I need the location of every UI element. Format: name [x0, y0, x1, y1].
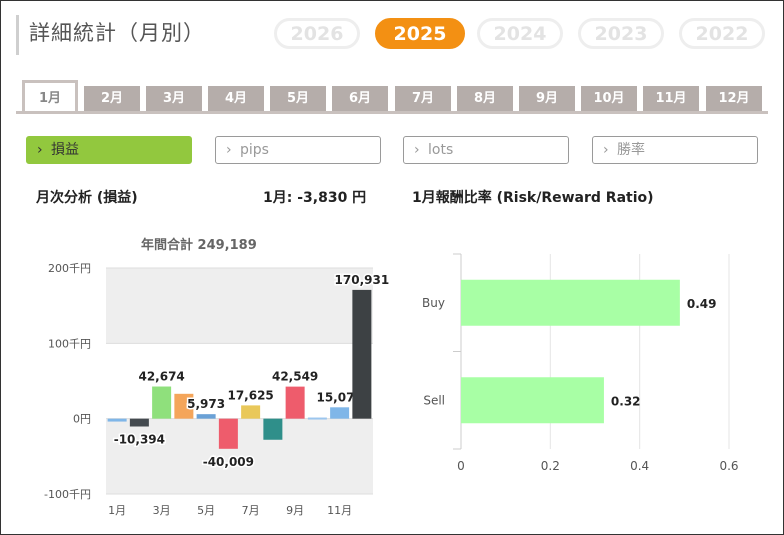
title-block: 詳細統計（月別） — [16, 15, 205, 55]
x-tick-label: 0.6 — [719, 459, 738, 473]
page-title: 詳細統計（月別） — [29, 21, 205, 45]
month-tab-10[interactable]: 10月 — [581, 86, 637, 111]
month-tab-6[interactable]: 6月 — [332, 86, 388, 111]
data-label: 42,549 — [272, 370, 318, 384]
filter-pips[interactable]: › pips — [215, 136, 381, 164]
data-label: 15,079 — [316, 390, 362, 404]
category-label: Sell — [423, 393, 445, 407]
chevron-right-icon: › — [603, 142, 609, 158]
data-label: 170,931 — [335, 273, 390, 287]
month-tab-3[interactable]: 3月 — [146, 86, 202, 111]
y-tick-label: -100千円 — [44, 488, 91, 501]
chevron-right-icon: › — [37, 142, 43, 158]
filter-label: 勝率 — [617, 142, 645, 158]
risk-reward-chart: 0 0.2 0.4 0.6 0.49 Buy 0.32 Sell — [422, 253, 739, 473]
bar-4月 — [174, 393, 194, 419]
x-tick-label: 1月 — [108, 504, 126, 517]
chevron-right-icon: › — [414, 142, 420, 158]
month-tab-12[interactable]: 12月 — [706, 86, 762, 111]
y-tick-label: 200千円 — [48, 262, 91, 275]
x-tick-label: 9月 — [286, 504, 304, 517]
bar-2月 — [129, 418, 149, 427]
monthly-analysis-title: 月次分析 (損益) — [36, 190, 138, 206]
plot-band-lower — [106, 418, 373, 494]
bar-9月 — [285, 386, 305, 419]
rr-ratio-title: 1月報酬比率 (Risk/Reward Ratio) — [412, 190, 654, 206]
data-label: -10,394 — [114, 432, 165, 446]
selected-month-value: 1月: -3,830 円 — [263, 190, 367, 206]
month-tab-8[interactable]: 8月 — [457, 86, 513, 111]
bar-10月 — [307, 417, 327, 420]
data-label: 0.32 — [611, 394, 641, 408]
month-tab-1[interactable]: 1月 — [22, 80, 78, 114]
filter-label: 損益 — [51, 142, 79, 158]
bar-6月 — [218, 418, 238, 449]
y-tick-label: 100千円 — [48, 337, 91, 350]
year-tab-2023[interactable]: 2023 — [578, 18, 664, 49]
plot-band-upper — [106, 268, 373, 344]
year-tab-2024[interactable]: 2024 — [477, 18, 563, 49]
filter-label: pips — [240, 142, 269, 158]
bar-3月 — [152, 386, 172, 419]
year-tab-2022[interactable]: 2022 — [679, 18, 765, 49]
x-tick-label: 0.4 — [630, 459, 649, 473]
x-tick-label: 0 — [457, 459, 465, 473]
chevron-right-icon: › — [226, 142, 232, 158]
data-label: 17,625 — [227, 388, 273, 402]
bar-12月 — [352, 289, 372, 419]
filter-label: lots — [428, 142, 454, 158]
bar-buy — [461, 279, 680, 326]
bar-8月 — [263, 418, 283, 440]
bar-1月 — [107, 418, 127, 422]
x-tick-label: 7月 — [242, 504, 260, 517]
x-tick-label: 5月 — [197, 504, 215, 517]
category-label: Buy — [422, 296, 445, 310]
filter-lots[interactable]: › lots — [403, 136, 569, 164]
data-label: 5,973 — [187, 397, 225, 411]
month-tab-2[interactable]: 2月 — [84, 86, 140, 111]
bar-7月 — [241, 405, 261, 419]
month-tab-4[interactable]: 4月 — [208, 86, 264, 111]
data-label: 0.49 — [687, 297, 717, 311]
bar-11月 — [330, 407, 350, 419]
tab-underline — [16, 111, 768, 114]
bar-5月 — [196, 414, 216, 419]
year-tab-2026[interactable]: 2026 — [274, 18, 360, 49]
data-label: -40,009 — [203, 455, 254, 469]
bar-sell — [461, 377, 604, 424]
x-tick-label: 11月 — [327, 504, 352, 517]
data-label: 42,674 — [138, 370, 184, 384]
month-tab-5[interactable]: 5月 — [270, 86, 326, 111]
month-tab-11[interactable]: 11月 — [643, 86, 699, 111]
y-tick-label: 0円 — [73, 413, 91, 426]
filter-winrate[interactable]: › 勝率 — [592, 136, 758, 164]
annual-total: 年間合計 249,189 — [141, 238, 257, 253]
x-tick-label: 0.2 — [541, 459, 560, 473]
month-tab-9[interactable]: 9月 — [519, 86, 575, 111]
year-tab-2025[interactable]: 2025 — [375, 18, 465, 49]
filter-profit[interactable]: › 損益 — [26, 136, 192, 164]
month-tab-7[interactable]: 7月 — [395, 86, 451, 111]
x-tick-label: 3月 — [153, 504, 171, 517]
